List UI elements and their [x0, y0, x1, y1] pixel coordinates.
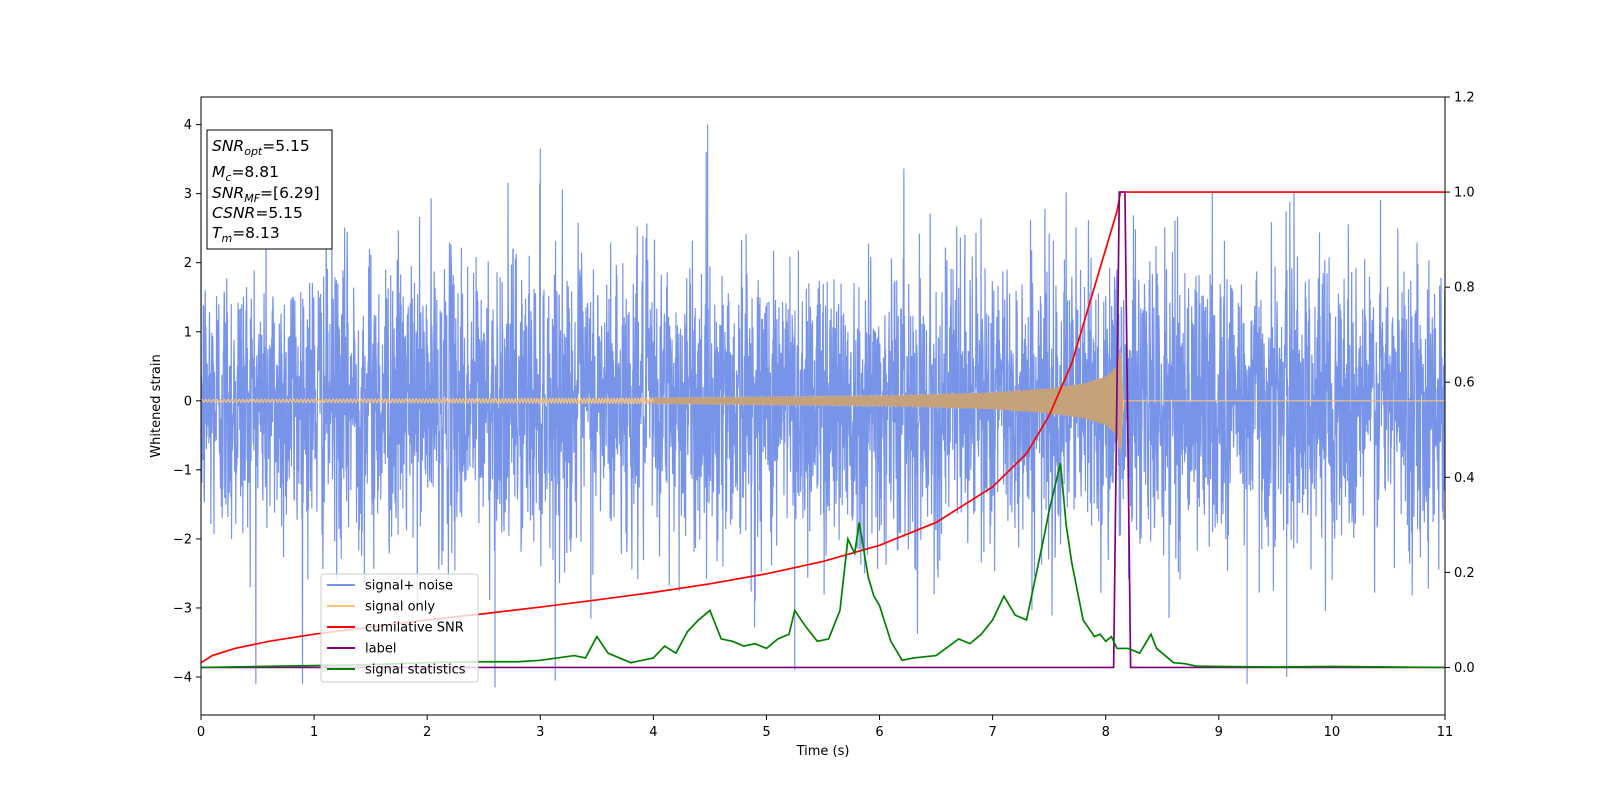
- annotation-line: SNRopt=5.15: [212, 137, 310, 158]
- annotation-frame: [206, 129, 333, 250]
- y-tick-label: 3: [184, 187, 192, 202]
- x-tick-label: 6: [875, 725, 883, 740]
- series-signal-only-envelope: [653, 346, 1123, 456]
- y-tick-label: 4: [184, 118, 192, 133]
- annotation-line: CSNR=5.15: [212, 204, 303, 222]
- y2-tick-label: 1.2: [1454, 91, 1475, 106]
- y-tick-label: −2: [173, 532, 192, 547]
- x-tick-label: 5: [762, 725, 770, 740]
- y2-tick-label: 0.0: [1454, 661, 1475, 676]
- x-tick-label: 7: [988, 725, 996, 740]
- x-tick-label: 8: [1102, 725, 1110, 740]
- y-tick-label: −4: [173, 671, 192, 686]
- y2-tick-label: 0.2: [1454, 566, 1475, 581]
- legend-label-signal-only: signal only: [365, 600, 435, 615]
- annotation-line: Mc=8.81: [212, 163, 279, 184]
- series-label-line: [201, 191, 1445, 669]
- y-tick-label: 1: [184, 325, 192, 340]
- legend-frame: [320, 573, 479, 683]
- y-tick-label: −1: [173, 463, 192, 478]
- y-tick-label: 0: [184, 394, 192, 409]
- legend: signal+ noise signal only cumilative SNR la…: [320, 573, 479, 683]
- legend-label-cumilative-snr: cumilative SNR: [365, 621, 464, 636]
- y-tick-label: −3: [173, 601, 192, 616]
- x-tick-label: 9: [1215, 725, 1223, 740]
- y-axis-title: Whitened strain: [149, 354, 164, 457]
- series-layer: [201, 124, 1445, 688]
- x-tick-label: 3: [536, 725, 544, 740]
- y2-tick-label: 0.8: [1454, 281, 1475, 296]
- x-tick-label: 11: [1437, 725, 1454, 740]
- x-tick-label: 0: [197, 725, 205, 740]
- annotation-line: Tm=8.13: [212, 224, 280, 245]
- legend-label-label: label: [365, 642, 396, 657]
- y2-tick-label: 1.0: [1454, 186, 1475, 201]
- x-tick-label: 2: [423, 725, 431, 740]
- annotation-line: SNRMF=[6.29]: [212, 184, 320, 205]
- x-axis-title: Time (s): [796, 744, 850, 759]
- y2-tick-label: 0.4: [1454, 471, 1475, 486]
- y2-tick-label: 0.6: [1454, 376, 1475, 391]
- legend-label-signal-noise: signal+ noise: [365, 579, 453, 594]
- x-tick-label: 4: [649, 725, 657, 740]
- y-tick-label: 2: [184, 256, 192, 271]
- series-signal-statistics-line: [201, 462, 1445, 669]
- legend-label-signal-statistics: signal statistics: [365, 663, 466, 678]
- plot-frame: [200, 96, 1446, 716]
- axes-layer: 0 1 2 3 4 5 6 7 8 9 10 11 −4 −3 −2 −1 0 1 2 3 4 0.0 0.2 0.4 0.6 0…: [173, 91, 1475, 741]
- x-tick-label: 10: [1324, 725, 1341, 740]
- x-tick-label: 1: [310, 725, 318, 740]
